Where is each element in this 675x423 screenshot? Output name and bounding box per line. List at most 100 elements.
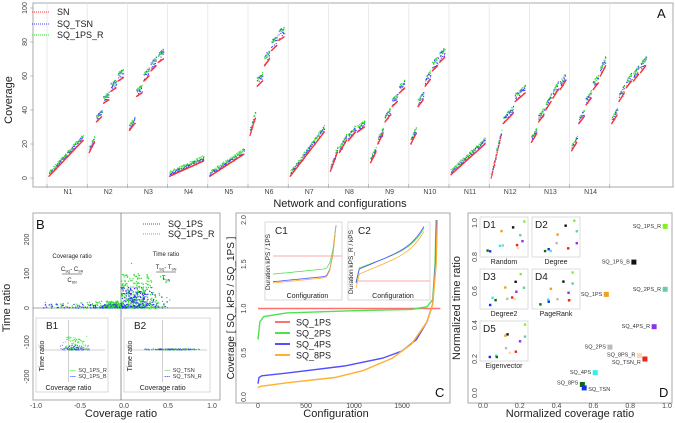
point-sq-1ps-r [371,153,373,155]
point-sq-1ps [127,286,130,289]
point-sq-tsn [303,154,306,156]
point-sq-1ps-r [162,277,165,280]
point-sq-tsn [382,131,384,134]
point-sq-1ps [125,301,127,303]
point-sq-1ps-r [360,125,362,127]
point-sq-1ps-r [118,74,120,76]
point-sq-1ps-r [476,147,479,149]
point-sn [564,80,567,82]
x-tick-label: N14 [584,189,597,196]
point-sq-1ps-r [241,149,244,151]
inset-point [148,349,150,351]
point-sq-1ps [45,306,48,308]
point-sq-1ps-r [103,307,105,309]
point-sq-tsn [111,85,113,88]
point-sq-tsn [536,130,538,132]
point-sq-1ps [135,300,137,302]
point-sq-tsn [550,94,552,96]
point-sq-1ps [141,302,143,305]
point-sn [499,138,502,140]
point-sn [162,58,165,60]
point-sq-1ps-r [62,302,64,305]
point-sq-tsn [363,123,365,125]
point-sq-1ps-r [170,170,172,172]
point-sq-1ps-r [173,171,175,173]
inset-point [79,346,81,348]
point-sq-1ps-r [140,305,143,308]
point-sq-1ps-r [511,107,513,109]
point-sq-1ps-r [80,302,82,304]
point-sq-1ps-r [145,288,147,290]
point-sq-1ps-r [355,125,357,127]
inset-point [78,339,80,341]
point-sq-tsn [436,61,438,63]
point-sq-1ps-r [191,160,194,162]
point-sq-tsn [64,156,67,158]
point-sq-1ps-r [419,96,421,98]
den-sub: SN [72,281,77,285]
point-sq-1ps [138,290,141,293]
inset-point [65,347,67,349]
point-sq-1ps-r [557,80,559,83]
inset-point [71,347,73,349]
point-sq-1ps [93,307,95,309]
point-sq-tsn [133,121,135,124]
inset-point [82,343,84,345]
inset-point [69,340,71,342]
inset-point [60,348,62,350]
point-sq-tsn [443,54,446,56]
point-sq-1ps-r [260,75,263,78]
inset-point [169,348,171,350]
point-sq-tsn [427,77,430,79]
inset-point [65,336,67,338]
point-sq-1ps-r [387,113,389,115]
point-sq-1ps-r [493,162,495,164]
inset-point [67,338,69,340]
point-sq-1ps-r [126,298,128,300]
point-sq-1ps-r [586,99,588,101]
point-sq-1ps-r [129,280,132,282]
point-sq-1ps [142,292,144,295]
x-tick-label: N4 [184,189,193,196]
point-sq-1ps-r [354,127,356,129]
point-sn [498,145,500,147]
point-sq-tsn [380,133,383,135]
point-sq-tsn [433,66,435,68]
point-sq-1ps-r [564,74,567,76]
point-sq-1ps-r [153,307,156,309]
point-sn [495,156,497,159]
point-sq-tsn [562,80,564,82]
point-sq-1ps-r [217,165,219,167]
point-sq-1ps-r [471,152,473,154]
point-sq-1ps-r [161,300,164,303]
point-sq-1ps-r [147,307,149,309]
point-sq-1ps-r [429,71,431,73]
point-sq-tsn [345,136,347,138]
point-sq-1ps [113,303,115,306]
point-sn [512,112,514,115]
point-sq-tsn [415,131,417,133]
point-sq-tsn [175,169,178,171]
point-sq-tsn [211,171,214,173]
point-sq-tsn [268,55,271,57]
point-sq-1ps [151,301,153,304]
point-sq-tsn [284,33,286,35]
point-sq-1ps-r [130,307,132,309]
point-sq-tsn [274,40,277,42]
point-sq-1ps-r [151,297,153,299]
point-sq-1ps [50,303,52,306]
point-sq-1ps-r [105,93,107,95]
point-sq-1ps-r [123,276,125,278]
point-sq-1ps-r [219,166,221,168]
point-sq-1ps-r [117,307,120,309]
point-sn [323,131,325,133]
point-sq-tsn [506,116,508,119]
inset-point [84,348,86,350]
point-sq-tsn [305,152,307,154]
point-sq-1ps-r [107,305,110,308]
point-sq-1ps-r [235,154,237,156]
point-sq-1ps-r [138,295,140,297]
point-sq-tsn [282,31,284,33]
point-sq-1ps-r [219,164,222,166]
inset-point [79,345,81,347]
